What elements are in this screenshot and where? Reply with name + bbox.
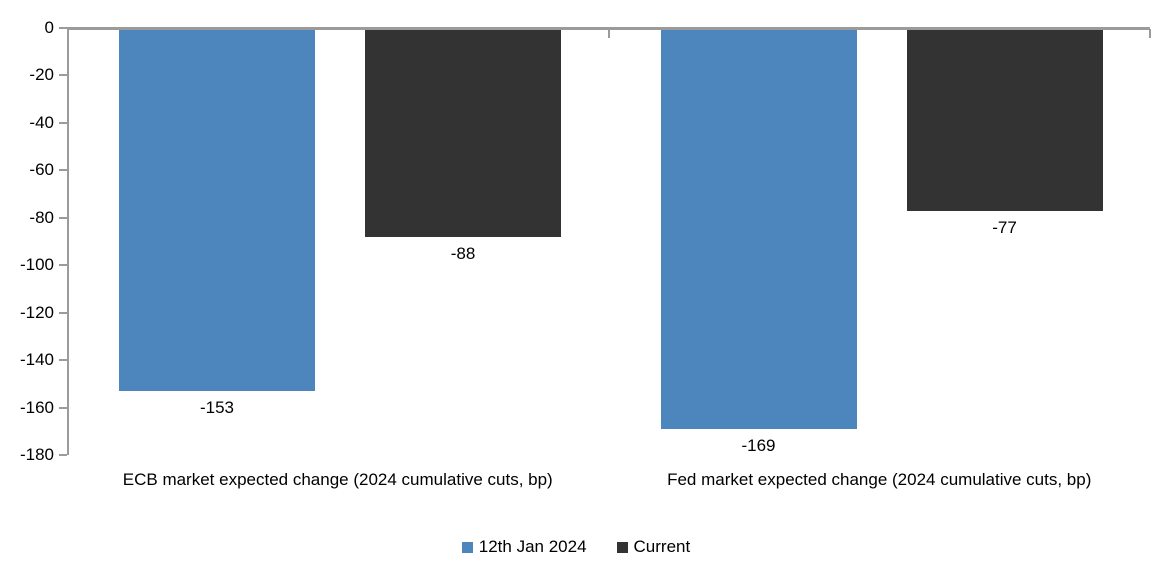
y-axis-tick (59, 216, 67, 219)
y-axis-tick-label: -80 (29, 207, 54, 227)
bar-value-label: -88 (450, 243, 476, 263)
y-axis-tick (59, 311, 67, 314)
category-axis-tick (607, 29, 610, 38)
bar-current-cat1 (365, 28, 561, 237)
bar-value-label: -153 (199, 397, 235, 417)
x-axis-line (67, 27, 1150, 30)
legend-swatch-icon (461, 541, 473, 553)
legend-label: Current (633, 537, 691, 556)
legend-item-current: Current (616, 537, 691, 557)
legend-label: 12th Jan 2024 (478, 537, 587, 556)
bar-12th-jan-2024-cat1 (119, 28, 315, 391)
y-axis-tick (59, 454, 67, 456)
y-axis-tick-label: 0 (44, 18, 54, 37)
category-label-ecb: ECB market expected change (2024 cumulat… (122, 470, 553, 489)
legend: 12th Jan 2024 Current (0, 537, 1152, 557)
y-axis-tick (59, 406, 67, 409)
y-axis-tick (59, 169, 67, 172)
y-axis-tick-label: -140 (19, 350, 54, 370)
y-axis-tick-label: -100 (19, 255, 54, 275)
y-axis-tick-label: -120 (19, 302, 54, 322)
y-axis-tick (59, 264, 67, 267)
bar-value-label: -77 (992, 217, 1017, 237)
y-axis-tick (59, 74, 67, 77)
bar-12th-jan-2024-cat2 (660, 28, 857, 429)
legend-item-12th-jan-2024: 12th Jan 2024 (461, 537, 587, 557)
y-axis-tick-label: -20 (29, 65, 54, 85)
category-axis-tick (1149, 29, 1151, 38)
y-axis-tick-label: -180 (19, 445, 54, 464)
y-axis-tick-label: -160 (19, 397, 54, 417)
legend-swatch-icon (616, 541, 628, 553)
y-axis-tick-label: -60 (29, 160, 54, 180)
bar-current-cat2 (906, 28, 1103, 211)
y-axis-tick (59, 359, 67, 362)
y-axis-tick (59, 27, 67, 29)
y-axis-tick-label: -40 (29, 112, 54, 132)
y-axis-line (67, 28, 69, 455)
bar-value-label: -169 (741, 435, 776, 455)
category-label-fed: Fed market expected change (2024 cumulat… (667, 470, 1092, 489)
y-axis-tick (59, 121, 67, 124)
